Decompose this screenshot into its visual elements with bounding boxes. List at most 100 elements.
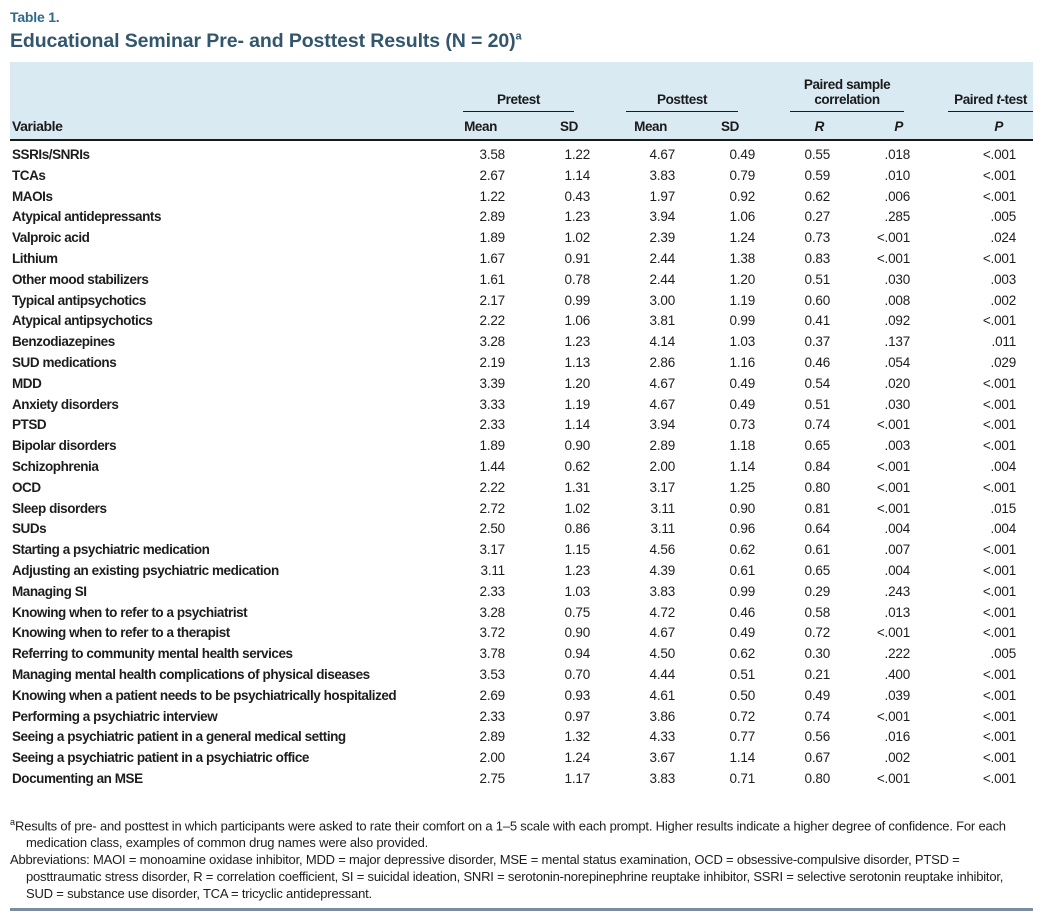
cell-posttest-sd: 0.62 [729, 542, 756, 558]
footnote-abbreviations: Abbreviations: MAOI = monoamine oxidase … [10, 851, 1033, 902]
table-row: Knowing when to refer to a therapist 3.7… [10, 623, 1033, 644]
cell-posttest-mean: 4.14 [649, 334, 676, 350]
cell-ttest-p: .015 [990, 500, 1017, 516]
cell-posttest-mean: 4.61 [649, 687, 676, 703]
ttest-label-t: t [996, 92, 1001, 107]
cell-posttest-sd: 0.73 [729, 417, 756, 433]
cell-posttest-mean: 4.67 [649, 375, 676, 391]
cell-pretest-sd: 0.62 [564, 458, 591, 474]
cell-ttest-p: <.001 [982, 479, 1017, 495]
cell-variable: Atypical antipsychotics [12, 313, 153, 329]
cell-posttest-sd: 1.03 [729, 334, 756, 350]
cell-posttest-sd: 1.24 [729, 230, 756, 246]
group-header-row: Variable Pretest Posttest Paired sample … [10, 62, 1034, 141]
cell-variable: Atypical antidepressants [12, 209, 162, 225]
cell-posttest-mean: 4.67 [649, 396, 676, 412]
table-footnotes: aResults of pre- and posttest in which p… [10, 814, 1033, 902]
cell-ttest-p: <.001 [982, 250, 1017, 266]
cell-pretest-sd: 1.03 [564, 583, 591, 599]
cell-pretest-sd: 0.94 [564, 646, 591, 662]
cell-posttest-mean: 3.11 [650, 521, 676, 537]
cell-variable: Documenting an MSE [12, 770, 143, 786]
cell-correlation-r: 0.67 [804, 750, 831, 766]
table-row: Atypical antidepressants 2.89 1.23 3.94 … [10, 207, 1033, 228]
cell-pretest-mean: 2.50 [479, 521, 506, 537]
cell-correlation-r: 0.21 [804, 666, 831, 682]
footnote-a-mark: a [10, 816, 16, 827]
cell-correlation-r: 0.61 [804, 542, 831, 558]
table-row: Bipolar disorders 1.89 0.90 2.89 1.18 0.… [10, 436, 1033, 457]
cell-posttest-mean: 3.67 [649, 750, 676, 766]
cell-pretest-mean: 3.17 [479, 542, 506, 558]
column-header-ttest-p: P [912, 112, 1034, 141]
cell-ttest-p: <.001 [982, 625, 1017, 641]
cell-posttest-sd: 1.18 [729, 438, 756, 454]
cell-correlation-p: .008 [884, 292, 911, 308]
cell-posttest-sd: 1.19 [729, 292, 756, 308]
cell-pretest-sd: 1.32 [564, 729, 591, 745]
cell-variable: Adjusting an existing psychiatric medica… [12, 562, 279, 578]
cell-variable: Starting a psychiatric medication [12, 542, 210, 558]
cell-variable: MAOIs [12, 188, 53, 204]
cell-variable: SUD medications [12, 354, 117, 370]
cell-pretest-sd: 0.99 [564, 292, 591, 308]
cell-posttest-sd: 1.16 [729, 354, 756, 370]
group-header-posttest-label: Posttest [626, 92, 739, 112]
cell-variable: Anxiety disorders [12, 396, 119, 412]
cell-ttest-p: .003 [990, 271, 1017, 287]
cell-pretest-sd: 1.24 [564, 750, 591, 766]
cell-correlation-r: 0.59 [804, 167, 831, 183]
cell-posttest-mean: 3.17 [649, 479, 676, 495]
cell-posttest-mean: 3.83 [649, 770, 676, 786]
cell-pretest-sd: 1.22 [564, 147, 591, 162]
cell-pretest-mean: 2.75 [479, 770, 506, 786]
cell-pretest-sd: 1.14 [564, 417, 591, 433]
cell-correlation-r: 0.54 [804, 375, 831, 391]
cell-correlation-r: 0.80 [804, 479, 831, 495]
cell-correlation-r: 0.83 [804, 250, 831, 266]
cell-pretest-sd: 1.02 [564, 230, 591, 246]
cell-correlation-p: .243 [884, 583, 911, 599]
column-header-correlation-p: P [832, 112, 913, 141]
cell-correlation-p: .018 [884, 147, 911, 162]
cell-posttest-mean: 4.56 [649, 542, 676, 558]
cell-correlation-r: 0.41 [804, 313, 831, 329]
cell-pretest-sd: 1.02 [564, 500, 591, 516]
cell-ttest-p: <.001 [982, 313, 1017, 329]
table-row: Seeing a psychiatric patient in a psychi… [10, 748, 1033, 769]
cell-ttest-p: <.001 [982, 687, 1017, 703]
cell-correlation-p: .004 [884, 521, 911, 537]
cell-posttest-sd: 0.72 [729, 708, 756, 724]
table-row: Documenting an MSE 2.75 1.17 3.83 0.71 0… [10, 769, 1033, 790]
cell-variable: TCAs [12, 167, 46, 183]
table-body: SSRIs/SNRIs 3.58 1.22 4.67 0.49 0.55 .01… [10, 140, 1033, 790]
cell-posttest-sd: 0.62 [729, 646, 756, 662]
cell-pretest-sd: 1.31 [564, 479, 591, 495]
cell-pretest-mean: 2.19 [479, 354, 506, 370]
cell-ttest-p: <.001 [982, 188, 1017, 204]
bottom-rule [10, 908, 1033, 912]
cell-correlation-r: 0.64 [804, 521, 831, 537]
cell-variable: Sleep disorders [12, 500, 107, 516]
cell-ttest-p: .002 [990, 292, 1017, 308]
cell-correlation-p: <.001 [876, 230, 911, 246]
cell-ttest-p: <.001 [982, 167, 1017, 183]
cell-correlation-r: 0.37 [804, 334, 831, 350]
cell-posttest-mean: 2.00 [649, 458, 676, 474]
table-row: Valproic acid 1.89 1.02 2.39 1.24 0.73 <… [10, 228, 1033, 249]
cell-pretest-mean: 2.69 [479, 687, 506, 703]
table-row: MAOIs 1.22 0.43 1.97 0.92 0.62 .006 <.00… [10, 187, 1033, 208]
cell-correlation-r: 0.49 [804, 687, 831, 703]
cell-ttest-p: <.001 [982, 583, 1017, 599]
cell-pretest-mean: 3.28 [479, 334, 506, 350]
cell-posttest-sd: 1.38 [729, 250, 756, 266]
cell-ttest-p: .029 [990, 354, 1017, 370]
cell-ttest-p: <.001 [982, 729, 1017, 745]
cell-correlation-r: 0.55 [804, 147, 831, 162]
cell-correlation-r: 0.51 [804, 271, 831, 287]
cell-pretest-mean: 3.28 [479, 604, 506, 620]
table-row: OCD 2.22 1.31 3.17 1.25 0.80 <.001 <.001 [10, 478, 1033, 499]
cell-correlation-p: .007 [884, 542, 911, 558]
table-row: Seeing a psychiatric patient in a genera… [10, 727, 1033, 748]
cell-ttest-p: .005 [990, 209, 1017, 225]
